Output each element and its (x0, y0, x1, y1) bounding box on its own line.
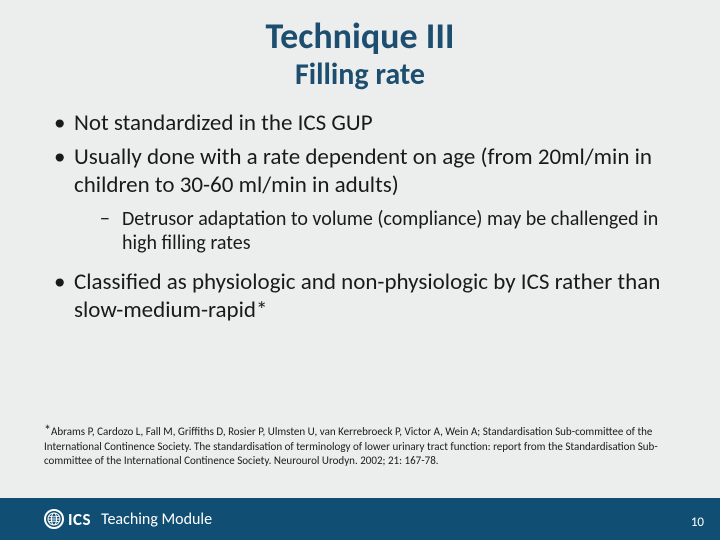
slide-subtitle: Filling rate (0, 58, 720, 91)
footer-bar: ICS Teaching Module 10 (0, 498, 720, 540)
sub-bullet-item: Detrusor adaptation to volume (complianc… (100, 207, 672, 256)
footer-module-label: Teaching Module (101, 510, 212, 529)
logo-text: ICS (68, 509, 91, 530)
globe-icon (44, 509, 64, 529)
footnote: *Abrams P, Cardozo L, Fall M, Griffiths … (44, 422, 680, 469)
bullet-item: Classified as physiologic and non-physio… (54, 268, 672, 324)
bullet-item: Usually done with a rate dependent on ag… (54, 143, 672, 256)
sub-bullet-list: Detrusor adaptation to volume (complianc… (100, 207, 672, 256)
page-number: 10 (691, 515, 704, 530)
bullet-text: Classified as physiologic and non-physio… (74, 268, 660, 324)
bullet-item: Not standardized in the ICS GUP (54, 109, 672, 137)
content-area: Not standardized in the ICS GUP Usually … (0, 91, 720, 324)
bullet-text: Not standardized in the ICS GUP (74, 109, 373, 137)
ics-logo: ICS (44, 509, 91, 530)
bullet-list: Not standardized in the ICS GUP Usually … (54, 109, 672, 324)
sub-bullet-text: Detrusor adaptation to volume (complianc… (122, 207, 658, 255)
bullet-text: Usually done with a rate dependent on ag… (74, 143, 652, 199)
footnote-text: Abrams P, Cardozo L, Fall M, Griffiths D… (44, 425, 658, 467)
footnote-marker: * (44, 422, 51, 439)
slide-title: Technique III (0, 18, 720, 56)
slide: Technique III Filling rate Not standardi… (0, 0, 720, 540)
title-block: Technique III Filling rate (0, 0, 720, 91)
